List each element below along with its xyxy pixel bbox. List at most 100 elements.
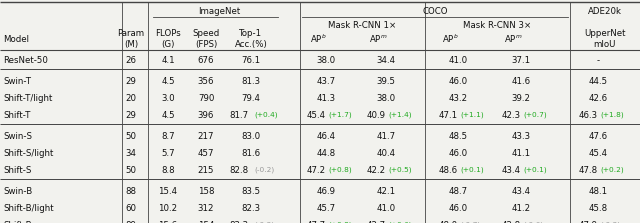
Text: 154: 154 [198, 221, 214, 223]
Text: 39.5: 39.5 [376, 77, 396, 86]
Text: 48.7: 48.7 [449, 187, 468, 196]
Text: 43.4: 43.4 [502, 166, 521, 175]
Text: (+0.1): (+0.1) [460, 167, 484, 173]
Text: 15.6: 15.6 [159, 221, 177, 223]
Text: 8.8: 8.8 [161, 166, 175, 175]
Text: Shift-T/light: Shift-T/light [3, 94, 52, 103]
Text: 47.9: 47.9 [579, 221, 598, 223]
Text: (+1.1): (+1.1) [460, 112, 484, 118]
Text: 43.2: 43.2 [449, 94, 468, 103]
Text: UpperNet
mIoU: UpperNet mIoU [584, 29, 626, 49]
Text: 4.1: 4.1 [161, 56, 175, 65]
Text: 45.4: 45.4 [588, 149, 607, 158]
Text: 41.0: 41.0 [376, 204, 396, 213]
Text: Mask R-CNN 3×: Mask R-CNN 3× [463, 21, 532, 31]
Text: ResNet-50: ResNet-50 [3, 56, 48, 65]
Text: 42.1: 42.1 [376, 187, 396, 196]
Text: 45.7: 45.7 [316, 204, 335, 213]
Text: (+0.6): (+0.6) [388, 222, 412, 223]
Text: 43.7: 43.7 [316, 77, 335, 86]
Text: (+0.1): (+0.1) [523, 167, 547, 173]
Text: 3.0: 3.0 [161, 94, 175, 103]
Text: 83.3: 83.3 [230, 221, 249, 223]
Text: (+0.4): (+0.4) [254, 112, 278, 118]
Text: Mask R-CNN 1×: Mask R-CNN 1× [328, 21, 397, 31]
Text: 83.0: 83.0 [241, 132, 260, 141]
Text: 45.8: 45.8 [588, 204, 607, 213]
Text: 48.5: 48.5 [449, 132, 468, 141]
Text: 44.5: 44.5 [588, 77, 607, 86]
Text: (+1.8): (+1.8) [600, 112, 624, 118]
Text: 158: 158 [198, 187, 214, 196]
Text: 46.9: 46.9 [317, 187, 335, 196]
Text: AP$^b$: AP$^b$ [310, 33, 326, 45]
Text: 48.6: 48.6 [439, 166, 458, 175]
Text: 82.8: 82.8 [230, 166, 249, 175]
Text: 76.1: 76.1 [241, 56, 260, 65]
Text: 217: 217 [198, 132, 214, 141]
Text: 34: 34 [125, 149, 136, 158]
Text: 48.0: 48.0 [439, 221, 458, 223]
Text: 215: 215 [198, 166, 214, 175]
Text: 42.7: 42.7 [367, 221, 386, 223]
Text: 40.4: 40.4 [376, 149, 396, 158]
Text: 50: 50 [125, 132, 136, 141]
Text: (-0.2): (-0.2) [254, 222, 275, 223]
Text: 47.6: 47.6 [588, 132, 607, 141]
Text: Top-1
Acc.(%): Top-1 Acc.(%) [235, 29, 268, 49]
Text: (-0.6): (-0.6) [523, 222, 543, 223]
Text: 81.7: 81.7 [230, 111, 249, 120]
Text: -: - [596, 56, 600, 65]
Text: ImageNet: ImageNet [198, 6, 241, 16]
Text: 15.4: 15.4 [159, 187, 177, 196]
Text: 48.1: 48.1 [588, 187, 607, 196]
Text: Shift-T: Shift-T [3, 111, 30, 120]
Text: 20: 20 [125, 94, 136, 103]
Text: Swin-T: Swin-T [3, 77, 31, 86]
Text: 42.2: 42.2 [367, 166, 386, 175]
Text: 60: 60 [125, 204, 136, 213]
Text: 38.0: 38.0 [376, 94, 396, 103]
Text: 37.1: 37.1 [511, 56, 531, 65]
Text: 5.7: 5.7 [161, 149, 175, 158]
Text: 50: 50 [125, 166, 136, 175]
Text: 46.0: 46.0 [449, 204, 468, 213]
Text: 47.1: 47.1 [439, 111, 458, 120]
Text: (-0.7): (-0.7) [460, 222, 480, 223]
Text: Speed
(FPS): Speed (FPS) [193, 29, 220, 49]
Text: 34.4: 34.4 [376, 56, 396, 65]
Text: 41.7: 41.7 [376, 132, 396, 141]
Text: AP$^m$: AP$^m$ [504, 33, 522, 45]
Text: 40.9: 40.9 [367, 111, 386, 120]
Text: Shift-S/light: Shift-S/light [3, 149, 53, 158]
Text: 26: 26 [125, 56, 136, 65]
Text: 41.1: 41.1 [511, 149, 531, 158]
Text: 4.5: 4.5 [161, 77, 175, 86]
Text: (+0.8): (+0.8) [328, 167, 352, 173]
Text: (+1.4): (+1.4) [388, 112, 412, 118]
Text: Shift-B/light: Shift-B/light [3, 204, 54, 213]
Text: (-0.2): (-0.2) [254, 167, 275, 173]
Text: 88: 88 [125, 187, 136, 196]
Text: 29: 29 [125, 111, 136, 120]
Text: 4.5: 4.5 [161, 111, 175, 120]
Text: 47.2: 47.2 [307, 166, 326, 175]
Text: Param
(M): Param (M) [117, 29, 145, 49]
Text: 457: 457 [198, 149, 214, 158]
Text: 81.6: 81.6 [241, 149, 260, 158]
Text: 89: 89 [125, 221, 136, 223]
Text: 82.3: 82.3 [241, 204, 260, 213]
Text: (+0.8): (+0.8) [328, 222, 352, 223]
Text: 39.2: 39.2 [511, 94, 531, 103]
Text: (+0.5): (+0.5) [388, 167, 412, 173]
Text: 43.3: 43.3 [511, 132, 531, 141]
Text: 46.4: 46.4 [316, 132, 335, 141]
Text: Swin-B: Swin-B [3, 187, 32, 196]
Text: 41.3: 41.3 [316, 94, 335, 103]
Text: 8.7: 8.7 [161, 132, 175, 141]
Text: AP$^b$: AP$^b$ [442, 33, 458, 45]
Text: 41.2: 41.2 [511, 204, 531, 213]
Text: 81.3: 81.3 [241, 77, 260, 86]
Text: 45.4: 45.4 [307, 111, 326, 120]
Text: AP$^m$: AP$^m$ [369, 33, 387, 45]
